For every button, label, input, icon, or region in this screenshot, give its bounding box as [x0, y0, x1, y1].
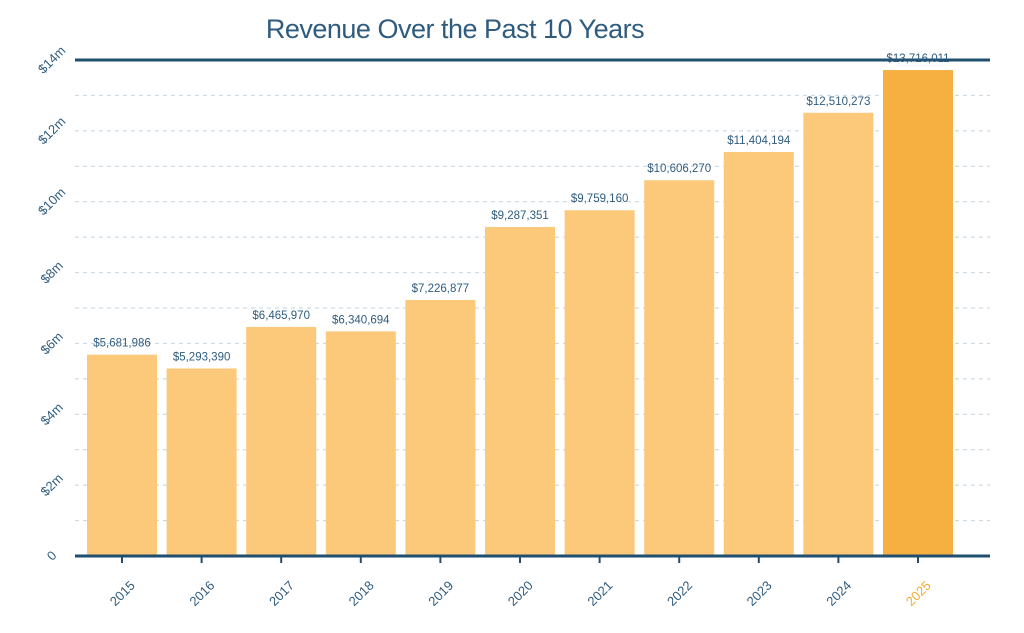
y-tick-label: $12m	[35, 114, 69, 148]
data-label: $9,287,351	[491, 210, 549, 222]
data-label: $5,293,390	[173, 351, 231, 363]
data-label: $11,404,194	[727, 135, 791, 147]
bar	[325, 331, 396, 556]
y-tick-label: $2m	[37, 471, 65, 499]
x-tick-label: 2015	[107, 578, 138, 609]
data-label: $9,759,160	[571, 193, 629, 205]
y-tick-label: $10m	[35, 185, 69, 219]
data-label: $5,681,986	[93, 338, 151, 350]
bar	[803, 112, 874, 556]
x-tick-label: 2016	[186, 578, 217, 609]
bar	[166, 368, 237, 556]
x-tick-label: 2021	[584, 578, 615, 609]
bar	[644, 180, 715, 557]
x-tick-label: 2018	[346, 578, 377, 609]
x-tick-label: 2019	[425, 578, 456, 609]
bar	[485, 226, 555, 557]
bar	[883, 70, 953, 556]
bar	[405, 299, 476, 556]
x-tick-label: 2023	[744, 578, 775, 609]
data-label: $7,226,877	[412, 283, 470, 295]
x-tick-label: 2022	[664, 578, 695, 609]
bar	[564, 210, 635, 557]
x-tick-label: 2024	[823, 578, 854, 609]
y-tick-label: $14m	[35, 43, 69, 77]
data-label: $6,340,694	[332, 314, 390, 326]
x-tick-label: 2020	[505, 578, 536, 609]
x-tick-label: 2017	[266, 578, 297, 609]
y-tick-label: 0	[44, 548, 60, 564]
y-tick-label: $4m	[37, 400, 65, 428]
bar	[723, 151, 794, 556]
data-label: $12,510,273	[806, 96, 870, 108]
bar	[246, 326, 317, 556]
y-tick-label: $6m	[37, 329, 65, 357]
data-label: $6,465,970	[252, 310, 310, 322]
chart-title: Revenue Over the Past 10 Years	[265, 14, 645, 44]
y-tick-label: $8m	[37, 258, 65, 286]
bar	[87, 354, 157, 556]
data-label: $13,716,011	[886, 53, 949, 65]
data-label: $10,606,270	[647, 163, 711, 175]
x-tick-label: 2025	[903, 578, 934, 609]
